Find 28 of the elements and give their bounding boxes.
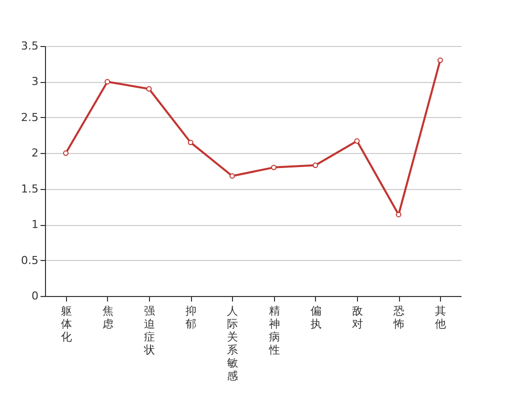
point <box>271 164 277 170</box>
point <box>437 58 443 64</box>
x-tick-label: 抑郁 <box>186 304 197 330</box>
x-tick-label: 躯体化 <box>60 304 72 344</box>
y-tick-label: 3 <box>32 75 38 88</box>
point <box>63 150 69 156</box>
point <box>396 212 402 218</box>
point <box>354 138 360 144</box>
point <box>312 162 318 168</box>
y-tick-label: 0 <box>32 290 38 302</box>
point <box>229 173 235 179</box>
x-tick-label: 强迫症状 <box>143 304 155 356</box>
y-tick-label: 2.5 <box>21 110 38 124</box>
point <box>104 78 110 84</box>
x-tick-label: 敌对 <box>352 304 363 330</box>
point <box>188 140 194 146</box>
y-tick-label: 2 <box>32 146 38 160</box>
x-tick-label: 精神病性 <box>268 304 280 356</box>
x-tick-label: 焦虑 <box>102 304 114 330</box>
y-tick-label: 1 <box>32 218 38 232</box>
x-tick-label: 人际关系敏感 <box>227 304 238 382</box>
x-tick-label: 偏执 <box>310 304 322 330</box>
x-tick-label: 恐怖 <box>392 304 405 330</box>
y-tick-label: 1.5 <box>21 182 38 196</box>
y-tick-label: 3.5 <box>21 40 38 52</box>
point <box>146 86 152 92</box>
y-tick-label: 0.5 <box>21 254 38 267</box>
x-tick-label: 其他 <box>435 304 446 330</box>
